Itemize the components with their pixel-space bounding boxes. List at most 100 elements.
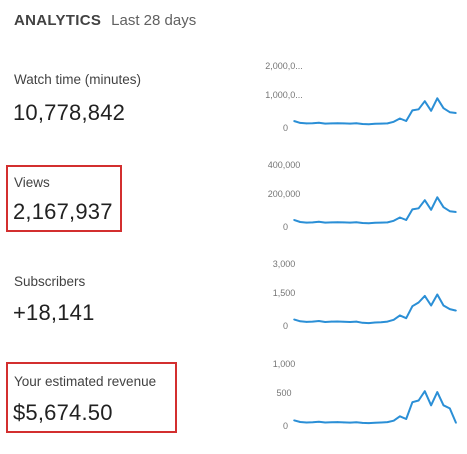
sparkline-point-26 bbox=[455, 211, 457, 213]
sparkline-point-14 bbox=[380, 221, 382, 224]
sparkline-point-10 bbox=[355, 122, 358, 124]
sparkline-point-6 bbox=[330, 221, 333, 224]
sparkline-point-18 bbox=[405, 418, 407, 420]
sparkline-point-9 bbox=[349, 321, 351, 323]
sparkline-point-12 bbox=[368, 322, 370, 324]
sparkline-point-21 bbox=[424, 295, 426, 297]
sparkline-point-2 bbox=[305, 221, 308, 224]
sparkline-point-7 bbox=[336, 320, 339, 323]
sparkline-point-20 bbox=[417, 108, 420, 111]
sparkline-point-16 bbox=[392, 419, 395, 422]
sparkline-point-16 bbox=[392, 319, 395, 321]
sparkline-point-9 bbox=[349, 421, 351, 424]
sparkline-point-13 bbox=[374, 222, 376, 224]
tick-label-zero: 0 bbox=[283, 123, 288, 133]
tick-label-top: 400,000 bbox=[268, 160, 301, 170]
sparkline-point-11 bbox=[361, 123, 364, 125]
sparkline-chart: 2,000,0... 1,000,0... 0 bbox=[265, 61, 457, 133]
sparkline-point-10 bbox=[355, 320, 358, 323]
sparkline-point-17 bbox=[399, 314, 401, 317]
sparkline-point-7 bbox=[336, 221, 339, 223]
highlight-box bbox=[6, 362, 177, 433]
sparkline-point-12 bbox=[368, 123, 370, 126]
sparkline-point-24 bbox=[442, 304, 445, 307]
sparkline-point-6 bbox=[330, 320, 333, 323]
sparkline-point-24 bbox=[442, 206, 445, 208]
sparkline-point-15 bbox=[386, 122, 389, 125]
sparkline-point-5 bbox=[324, 421, 326, 424]
sparkline-point-16 bbox=[392, 121, 395, 123]
sparkline-point-2 bbox=[305, 122, 308, 125]
sparkline-point-18 bbox=[405, 120, 407, 122]
metric-value: 10,778,842 bbox=[13, 100, 126, 125]
sparkline-point-0 bbox=[293, 419, 295, 422]
tick-label-middle: 500 bbox=[276, 388, 291, 398]
sparkline-point-8 bbox=[343, 122, 345, 125]
sparkline-point-17 bbox=[399, 415, 401, 418]
sparkline-point-5 bbox=[324, 321, 326, 323]
sparkline-point-4 bbox=[318, 121, 320, 124]
sparkline-point-13 bbox=[374, 123, 376, 125]
sparkline-point-13 bbox=[374, 321, 376, 324]
sparkline-point-2 bbox=[305, 321, 308, 323]
sparkline-point-21 bbox=[424, 390, 426, 392]
sparkline-point-20 bbox=[417, 399, 420, 402]
sparkline-point-24 bbox=[442, 404, 445, 407]
sparkline-point-24 bbox=[442, 107, 445, 109]
sparkline-point-19 bbox=[411, 109, 414, 112]
sparkline-point-17 bbox=[399, 216, 401, 219]
sparkline-point-8 bbox=[343, 221, 345, 224]
metric-views[interactable]: Views 2,167,937 400,000 200,000 0 bbox=[0, 157, 467, 255]
sparkline-point-15 bbox=[386, 421, 389, 423]
sparkline-point-26 bbox=[455, 112, 457, 114]
sparkline-point-9 bbox=[349, 221, 351, 224]
date-range-label[interactable]: Last 28 days bbox=[111, 12, 197, 29]
sparkline-point-4 bbox=[318, 320, 320, 322]
highlight-box bbox=[6, 165, 122, 232]
sparkline-point-22 bbox=[430, 304, 432, 307]
sparkline-point-23 bbox=[436, 391, 439, 393]
metric-value: 2,167,937 bbox=[13, 199, 113, 224]
sparkline-point-3 bbox=[311, 421, 314, 424]
sparkline-point-23 bbox=[436, 293, 439, 296]
sparkline-point-3 bbox=[311, 221, 314, 224]
sparkline-point-0 bbox=[293, 120, 295, 122]
sparkline-point-12 bbox=[368, 422, 370, 424]
sparkline-chart: 400,000 200,000 0 bbox=[268, 160, 457, 232]
sparkline-point-0 bbox=[293, 318, 295, 321]
metric-value: +18,141 bbox=[13, 300, 95, 325]
analytics-header: ANALYTICS Last 28 days bbox=[14, 12, 196, 34]
sparkline-point-3 bbox=[311, 122, 314, 124]
sparkline-point-4 bbox=[318, 220, 320, 223]
sparkline-point-8 bbox=[343, 421, 345, 424]
tick-label-top: 2,000,0... bbox=[265, 61, 303, 71]
metric-subscribers[interactable]: Subscribers +18,141 3,000 1,500 0 bbox=[0, 256, 467, 354]
sparkline-point-10 bbox=[355, 221, 358, 223]
sparkline-point-17 bbox=[399, 117, 401, 120]
analytics-title: ANALYTICS bbox=[14, 12, 102, 29]
sparkline-point-2 bbox=[305, 421, 308, 424]
sparkline-chart: 3,000 1,500 0 bbox=[273, 259, 457, 331]
metric-label: Watch time (minutes) bbox=[14, 72, 142, 87]
sparkline-point-21 bbox=[424, 100, 426, 102]
sparkline-point-26 bbox=[455, 309, 457, 312]
tick-label-top: 3,000 bbox=[273, 259, 296, 269]
sparkline-point-6 bbox=[330, 122, 333, 125]
sparkline-point-25 bbox=[449, 111, 451, 113]
sparkline-point-5 bbox=[324, 221, 326, 224]
sparkline-point-23 bbox=[436, 196, 439, 199]
tick-label-middle: 200,000 bbox=[268, 189, 301, 199]
metric-estimated-revenue[interactable]: Your estimated revenue $5,674.50 1,000 50… bbox=[0, 356, 467, 454]
sparkline-point-13 bbox=[374, 422, 376, 424]
sparkline-point-19 bbox=[411, 401, 414, 403]
sparkline-point-25 bbox=[449, 308, 451, 310]
metric-label: Views bbox=[14, 175, 50, 190]
sparkline-series bbox=[293, 293, 457, 325]
sparkline-point-11 bbox=[361, 222, 364, 224]
sparkline-point-22 bbox=[430, 110, 432, 112]
metric-watch-time[interactable]: Watch time (minutes) 10,778,842 2,000,0.… bbox=[0, 58, 467, 156]
tick-label-zero: 0 bbox=[283, 421, 288, 431]
sparkline-point-12 bbox=[368, 222, 370, 225]
sparkline-point-11 bbox=[361, 422, 364, 424]
sparkline-point-20 bbox=[417, 301, 420, 304]
